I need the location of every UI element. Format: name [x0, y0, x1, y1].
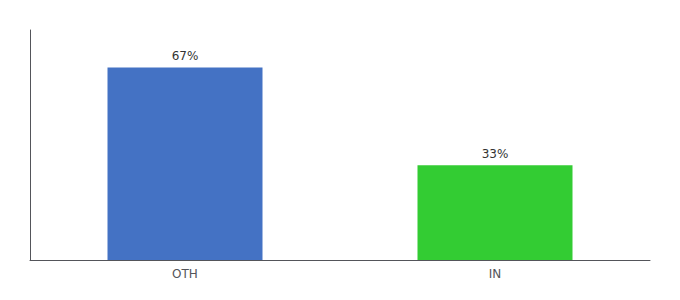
svg-text:OTH: OTH — [172, 267, 198, 281]
svg-text:67%: 67% — [172, 49, 199, 63]
svg-text:33%: 33% — [482, 147, 509, 161]
svg-text:IN: IN — [489, 267, 502, 281]
